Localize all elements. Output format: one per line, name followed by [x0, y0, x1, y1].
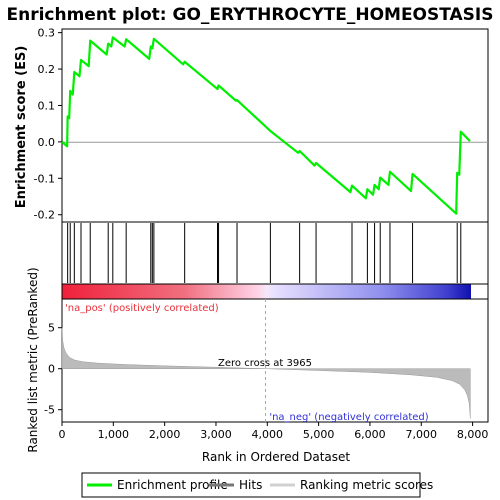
- x-tick-label: 5,000: [303, 428, 335, 441]
- hits-panel: [61, 221, 489, 285]
- enrichment-profile-line: [61, 36, 471, 215]
- positive-correlation-label: 'na_pos' (positively correlated): [65, 303, 219, 314]
- legend-frame: [81, 472, 421, 498]
- x-axis-label: Rank in Ordered Dataset: [202, 450, 350, 464]
- es-y-tick-label: -0.2: [34, 209, 55, 222]
- x-tick-label: 8,000: [457, 428, 489, 441]
- hit-markers: [67, 223, 462, 283]
- legend: Enrichment profile Hits Ranking metric s…: [81, 472, 433, 498]
- es-y-tick-label: 0.2: [38, 63, 56, 76]
- legend-hits: Hits: [239, 478, 262, 492]
- ranked-y-axis: -5 0 5: [44, 322, 62, 417]
- ranked-y-tick-label: 0: [48, 363, 55, 376]
- x-tick-label: 0: [59, 428, 66, 441]
- ranked-metric-panel: 'na_pos' (positively correlated) Zero cr…: [26, 267, 489, 453]
- legend-enrichment-profile: Enrichment profile: [117, 478, 228, 492]
- x-axis: 0 1,000 2,000 3,000 4,000 5,000 6,000 7,000 8,00…: [59, 422, 489, 441]
- es-y-tick-label: 0.0: [38, 136, 56, 149]
- es-y-axis: -0.2 -0.1 0.0 0.1 0.2 0.3: [34, 27, 62, 222]
- x-tick-label: 6,000: [354, 428, 386, 441]
- x-tick-label: 4,000: [252, 428, 284, 441]
- legend-ranking-metric-scores: Ranking metric scores: [300, 478, 433, 492]
- ranked-y-tick-label: -5: [44, 404, 55, 417]
- es-y-tick-label: 0.3: [38, 27, 56, 40]
- ranking-metric-area: [61, 327, 471, 419]
- x-tick-label: 2,000: [149, 428, 181, 441]
- chart-title: Enrichment plot: GO_ERYTHROCYTE_HOMEOSTA…: [6, 5, 493, 25]
- negative-correlation-label: 'na_neg' (negatively correlated): [269, 412, 428, 423]
- ranked-panel-frame: [61, 298, 489, 423]
- es-y-axis-label: Enrichment score (ES): [14, 46, 29, 209]
- hits-panel-frame: [61, 221, 489, 285]
- x-tick-label: 7,000: [406, 428, 438, 441]
- es-y-tick-label: -0.1: [34, 172, 55, 185]
- x-tick-label: 3,000: [200, 428, 232, 441]
- zero-cross-label: Zero cross at 3965: [218, 358, 312, 369]
- es-y-tick-label: 0.1: [38, 99, 56, 112]
- ranked-y-axis-label: Ranked list metric (PreRanked): [26, 267, 40, 452]
- es-panel-frame: [61, 28, 489, 223]
- x-tick-label: 1,000: [98, 428, 130, 441]
- ranked-y-tick-label: 5: [48, 322, 55, 335]
- ranking-color-bar: [62, 284, 471, 299]
- es-panel: -0.2 -0.1 0.0 0.1 0.2 0.3 Enrichment score (E…: [14, 27, 489, 223]
